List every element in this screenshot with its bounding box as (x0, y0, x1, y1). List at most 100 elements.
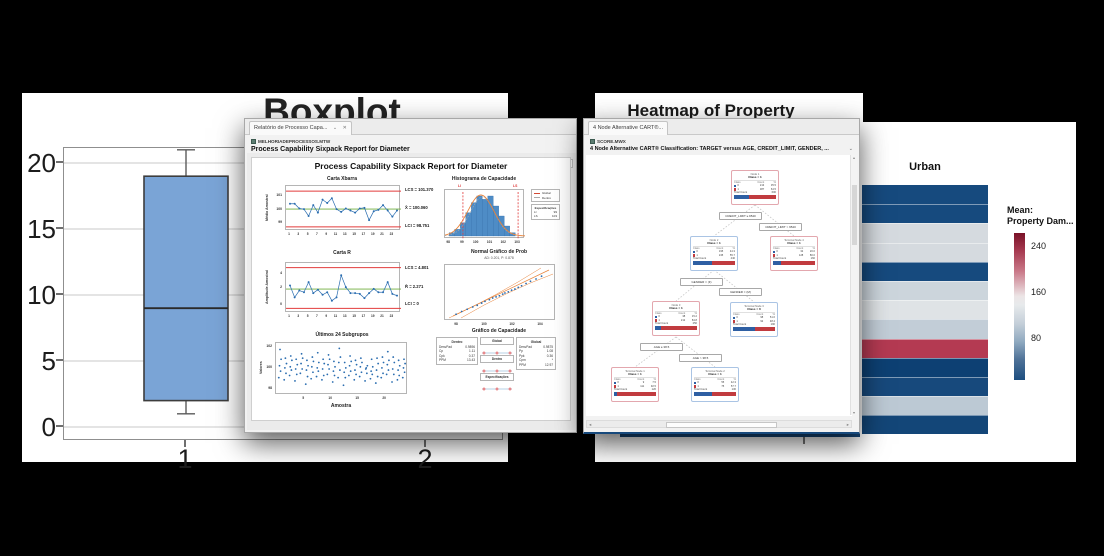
specs-title: Especificações (534, 206, 557, 210)
legend-entry: Dentro (534, 196, 557, 201)
bar-class1 (711, 392, 736, 397)
bar-class1 (711, 261, 735, 266)
cart-tab[interactable]: 4 Node Alternative CART®... (588, 121, 668, 135)
scroll-down-icon[interactable]: ▾ (852, 410, 855, 415)
count-value: 32 (800, 250, 804, 254)
last24-xtick-label: 10 (328, 396, 332, 400)
heatmap-axis-tick (803, 437, 805, 444)
capability-worksheet-row[interactable]: MELHORIADEPROCESSOS.MTW (251, 138, 330, 145)
tree-node-row: 1 92 48.4 (733, 320, 775, 323)
heatmap-colorbar (1014, 233, 1025, 380)
heatmap-cell (862, 223, 988, 243)
scroll-left-icon[interactable]: ◂ (589, 422, 592, 427)
class-color-chip (773, 254, 776, 257)
tree-node-class: Class = 1 (734, 175, 776, 181)
vertical-scrollbar[interactable]: ▴ ▾ (850, 155, 857, 415)
horizontal-scroll-thumb[interactable] (666, 421, 778, 428)
pct-value: 92.5 (650, 384, 656, 388)
row-class: 0 (734, 184, 751, 187)
tree-node-class: Class = 1 (773, 241, 815, 247)
r-plot (285, 262, 401, 312)
stat-key: Cpk (439, 353, 445, 358)
tree-node-total: Total Count 190 (733, 323, 775, 327)
boxplot-ytick-mark (56, 359, 63, 361)
r-ucl-label: LCS = 4.801 (405, 265, 429, 270)
bar-class0 (734, 195, 749, 200)
interval-label-global: Global (480, 337, 514, 345)
col-count: Count (757, 181, 765, 184)
class-color-chip (614, 381, 617, 385)
stat-row: PPM 12.97 (519, 363, 553, 368)
capability-report-canvas: Process Capability Sixpack Report for Di… (251, 157, 571, 421)
xbar-ytick-99: 99 (278, 220, 282, 224)
count-value: 195 (718, 250, 724, 254)
tree-node-row: 1 111 92.5 (614, 385, 656, 388)
r-lcl-label: LCI = 0 (405, 301, 419, 306)
row-class: 1 (655, 319, 672, 322)
tree-node-total: Total Count 250 (655, 322, 697, 326)
tab-close-icon[interactable]: ✕ (342, 125, 347, 131)
spec-value: 99 (553, 210, 557, 214)
cart-worksheet-row[interactable]: SCORE.MWX (590, 138, 626, 145)
vertical-scroll-thumb[interactable] (852, 185, 857, 245)
scroll-right-icon[interactable]: ▸ (846, 422, 849, 427)
tree-node: Node 2 Class = 1 Class Count% 0 195 44.3 1 245 55… (690, 236, 738, 271)
capability-tab[interactable]: Relatório de Processo Capa... ⌄ ✕ (249, 121, 352, 135)
stat-row: DesvPad 0.9896 (439, 345, 475, 350)
interval-label-dentro: Dentro (480, 355, 514, 363)
heatmap-cell (862, 261, 988, 281)
box-category-1 (143, 175, 229, 402)
tree-node-class: Class = 1 (655, 306, 697, 312)
class-distribution-bar (614, 392, 656, 397)
heatmap-cell (862, 357, 988, 377)
tree-node: Terminal Node 4 Class = 1 Class Count% 0 32 20… (770, 236, 818, 271)
xtick-label: 9 (325, 231, 328, 236)
capacidade-title: Gráfico de Capacidade (471, 328, 527, 334)
cart-worksheet-name: SCORE.MWX (597, 139, 626, 144)
horizontal-scrollbar[interactable]: ◂ ▸ (586, 420, 852, 428)
tree-split-label: GENDER = (F) (680, 278, 723, 286)
row-class: 0 (733, 316, 750, 319)
stat-value: 13.43 (467, 358, 475, 363)
cart-tab-bar: 4 Node Alternative CART®... (584, 119, 859, 135)
stat-row: Pp 1.08 (519, 349, 553, 354)
histogram-ls-label: LS (513, 183, 518, 188)
bar-class1 (617, 392, 656, 397)
class-color-chip (655, 315, 658, 319)
class-value: 0 (697, 381, 699, 385)
count-value: 98 (760, 316, 764, 320)
last24-ytick-100: 100 (266, 365, 272, 369)
tree-node-table-header: Class Count% (693, 247, 735, 250)
r-ylabel: Amplitude Amostral (265, 270, 269, 305)
heatmap-legend-tick-160: 160 (1031, 287, 1047, 297)
total-label: Total Count (655, 322, 669, 326)
tree-node-total: Total Count 130 (694, 388, 736, 392)
heatmap-cell (862, 415, 988, 435)
col-pct: % (772, 313, 775, 316)
stats-box-dentro: Dentro DesvPad 0.9896 Cp 1.11 Cpk 0.37 PPM 13.4… (436, 337, 478, 366)
xtick-label: 11 (333, 231, 338, 236)
tab-minimize-icon[interactable]: ⌄ (332, 125, 338, 131)
stat-value: 1.11 (469, 349, 475, 354)
worksheet-icon (590, 139, 595, 144)
capability-heading: Process Capability Sixpack Report for Di… (251, 146, 410, 153)
boxplot-ytick-label: 0 (41, 412, 56, 442)
total-value: 440 (730, 257, 735, 261)
probplot-xtick-label: 98 (454, 322, 458, 326)
tree-node-table-header: Class Count% (614, 378, 656, 381)
stat-value: 0.9875 (543, 344, 553, 349)
xtick-label: 11 (333, 314, 338, 318)
heatmap-legend-title-line1: Mean: (1007, 205, 1034, 215)
tree-node-class: Class = 0 (733, 307, 775, 313)
tree-node-table-header: Class Count% (734, 181, 776, 184)
bar-class0 (733, 327, 755, 332)
xbar-chart-title: Carta Xbarra (326, 176, 357, 182)
stat-key: Cp (439, 349, 444, 354)
stats-global-title: Global (530, 339, 542, 344)
collapse-chevron-icon[interactable]: ⌄ (848, 146, 853, 152)
stats-global-rows: DesvPad 0.9875 Pp 1.08 Ppk 0.36 Cpm * PPM 12.97 (519, 345, 553, 368)
tree-node: Node 3 Class = 1 Class Count% 0 38 15.2 1 212 84.… (652, 301, 700, 336)
total-value: 130 (731, 388, 736, 392)
xtick-label: 19 (370, 314, 375, 318)
scroll-up-icon[interactable]: ▴ (852, 155, 855, 160)
